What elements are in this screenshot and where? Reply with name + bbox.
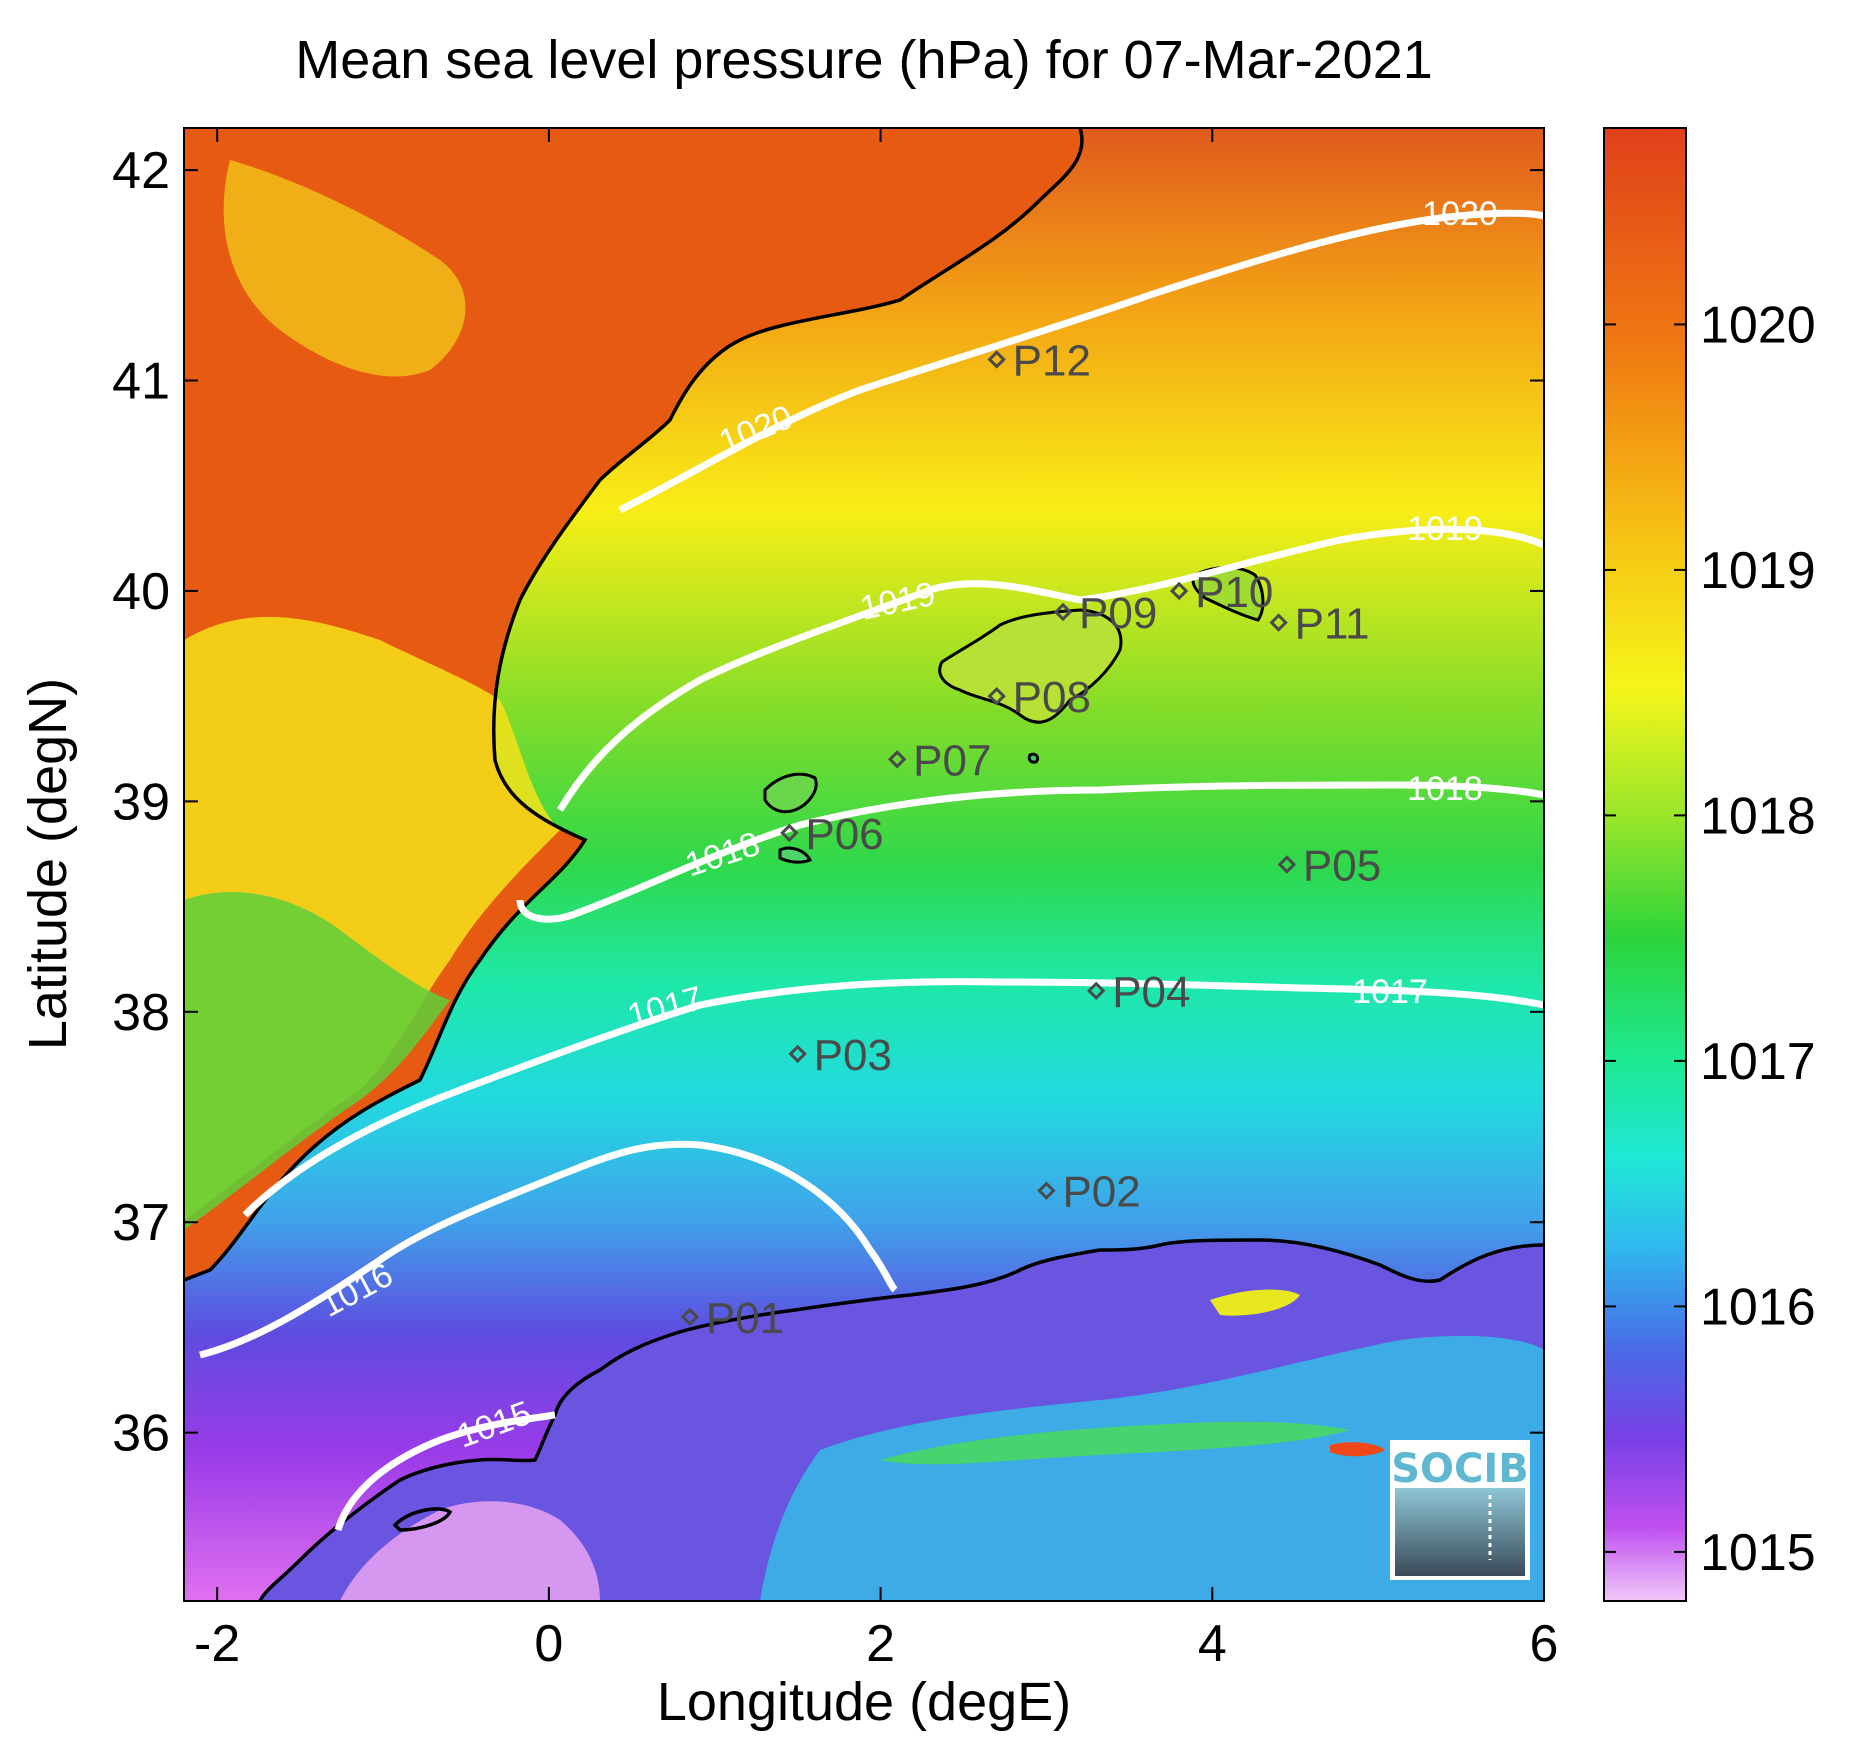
y-axis-label: Latitude (degN) xyxy=(18,678,78,1050)
land-mallorca xyxy=(938,608,1123,724)
contour-label-1019a: 1019 xyxy=(1407,510,1483,548)
x-tick-label: 0 xyxy=(534,1615,563,1673)
land-iberia-yellow-north xyxy=(223,160,466,377)
socib-logo: SOCIB xyxy=(1390,1440,1530,1580)
station-marker xyxy=(1053,602,1073,622)
colorbar-tick-label: 1018 xyxy=(1700,787,1816,845)
colorbar: 1020 1019 1018 1017 1016 1015 xyxy=(1603,127,1816,1602)
station-label: P12 xyxy=(1013,336,1091,385)
contour-label-1018a: 1018 xyxy=(1407,770,1483,808)
x-axis-label: Longitude (degE) xyxy=(657,1672,1071,1732)
station-marker xyxy=(680,1307,700,1327)
socib-logo-text: SOCIB xyxy=(1391,1446,1529,1492)
station-marker xyxy=(987,350,1006,369)
y-axis-ticks: 42 41 40 39 38 37 36 xyxy=(112,142,1544,1463)
station-label: P01 xyxy=(706,1294,784,1343)
station-label: P02 xyxy=(1062,1168,1140,1217)
colorbar-tick-label: 1019 xyxy=(1700,542,1816,600)
isobar-1016 xyxy=(199,1140,898,1359)
station-marker xyxy=(987,686,1006,706)
colorbar-tick-label: 1017 xyxy=(1700,1033,1816,1091)
station-marker xyxy=(1037,1181,1056,1200)
station-label: P04 xyxy=(1112,968,1190,1017)
isobar-1017 xyxy=(242,978,1544,1218)
station-p04: P04 xyxy=(1087,968,1190,1017)
plot-frame xyxy=(183,127,1545,1602)
y-tick-label: 41 xyxy=(112,353,170,411)
station-marker xyxy=(780,823,799,843)
station-p08: P08 xyxy=(987,673,1091,722)
station-marker xyxy=(1269,613,1288,632)
station-label: P05 xyxy=(1303,842,1381,891)
station-p12: P12 xyxy=(987,336,1091,385)
station-marker xyxy=(1169,581,1189,601)
x-tick-label: 2 xyxy=(866,1615,895,1673)
y-tick-label: 39 xyxy=(112,773,170,831)
isobar-1020 xyxy=(618,209,1544,514)
station-p06: P06 xyxy=(780,810,884,859)
colorbar-tick-label: 1015 xyxy=(1700,1524,1816,1582)
station-p01: P01 xyxy=(680,1294,784,1343)
station-marker xyxy=(1277,855,1297,874)
station-p10: P10 xyxy=(1169,568,1273,617)
land-africa-cyan xyxy=(760,1335,1544,1601)
land-cabrera xyxy=(1027,752,1040,764)
station-label: P07 xyxy=(913,736,991,785)
station-label: P09 xyxy=(1079,589,1157,638)
station-p11: P11 xyxy=(1269,600,1370,649)
station-label: P11 xyxy=(1295,600,1370,649)
isobar-1019 xyxy=(556,525,1544,812)
land-africa-pink xyxy=(340,1501,600,1601)
y-tick-label: 38 xyxy=(112,984,170,1042)
station-marker xyxy=(1087,981,1106,1000)
y-tick-label: 42 xyxy=(112,142,170,200)
station-label: P08 xyxy=(1013,673,1091,722)
land-africa-green-streak xyxy=(880,1421,1350,1465)
station-label: P06 xyxy=(805,810,883,859)
land-africa-yellow-patch xyxy=(1210,1289,1300,1316)
colorbar-ticks: 1020 1019 1018 1017 1016 1015 xyxy=(1604,296,1816,1582)
station-p03: P03 xyxy=(788,1031,892,1080)
station-p05: P05 xyxy=(1277,842,1381,891)
coastlines xyxy=(184,128,1544,1601)
y-tick-label: 37 xyxy=(112,1194,170,1252)
contour-label-1017a: 1017 xyxy=(1352,973,1428,1011)
contour-label-1020a: 1020 xyxy=(1422,195,1498,233)
station-markers: P01 P02 P03 P04 P05 P06 P07 P08 P09 P10 P11 P12 xyxy=(680,336,1381,1343)
map-plot-area: 1020 1020 1019 1019 1018 1018 1017 1017 … xyxy=(184,128,1544,1601)
x-tick-label: -2 xyxy=(194,1615,240,1673)
x-tick-label: 4 xyxy=(1198,1615,1227,1673)
station-marker xyxy=(788,1044,807,1064)
isobar-1015 xyxy=(334,1411,556,1532)
station-p09: P09 xyxy=(1053,589,1157,638)
land-iberia-green xyxy=(184,891,450,1230)
station-label: P03 xyxy=(814,1031,892,1080)
x-axis-ticks: -2 0 2 4 6 xyxy=(194,128,1558,1673)
land-formentera xyxy=(778,846,813,864)
station-label: P10 xyxy=(1195,568,1273,617)
isobar-1018 xyxy=(516,781,1544,923)
colorbar-tick-label: 1016 xyxy=(1700,1278,1816,1336)
station-marker xyxy=(887,750,907,769)
colorbar-gradient xyxy=(1603,127,1687,1602)
station-p02: P02 xyxy=(1037,1168,1141,1217)
land-ibiza xyxy=(763,772,818,814)
colorbar-tick-label: 1020 xyxy=(1700,296,1816,354)
chart-title: Mean sea level pressure (hPa) for 07-Mar… xyxy=(295,30,1433,90)
land-africa-orange-patch xyxy=(1330,1442,1385,1457)
station-p07: P07 xyxy=(887,736,991,785)
y-tick-label: 36 xyxy=(112,1405,170,1463)
y-tick-label: 40 xyxy=(112,563,170,621)
isobar-contours xyxy=(199,209,1544,1532)
x-tick-label: 6 xyxy=(1530,1615,1559,1673)
